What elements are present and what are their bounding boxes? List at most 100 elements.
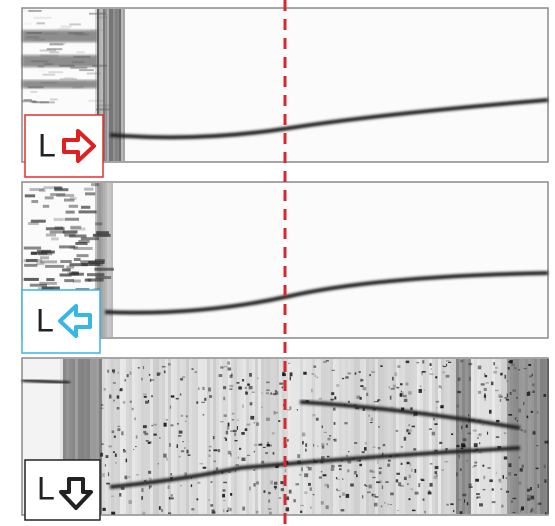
speck [324, 483, 329, 487]
speck [119, 388, 123, 392]
speck [530, 487, 532, 491]
speck [210, 504, 214, 507]
speck [100, 407, 104, 410]
speck [530, 509, 532, 513]
speck [389, 504, 393, 506]
speck [491, 501, 496, 504]
speck [523, 429, 527, 433]
speck [472, 429, 477, 432]
speck [296, 409, 299, 411]
speck [261, 392, 263, 394]
speck [218, 374, 223, 378]
speck [448, 361, 452, 363]
stripe [534, 359, 537, 514]
speck [370, 422, 373, 424]
speck [495, 471, 497, 475]
speck [58, 27, 70, 30]
stripe [90, 359, 93, 514]
speck [477, 365, 482, 370]
speck [62, 230, 78, 234]
speck [59, 245, 76, 249]
speck [342, 377, 345, 380]
speck [103, 388, 106, 391]
speck [129, 400, 132, 403]
speck [380, 505, 383, 508]
stripe [468, 359, 471, 514]
speck [68, 204, 79, 208]
speck [274, 390, 277, 392]
stripe [432, 359, 435, 514]
stripe [381, 359, 384, 514]
speck [208, 445, 212, 448]
label-box-1: L [24, 114, 104, 178]
stripe [246, 359, 249, 514]
speck [258, 443, 263, 446]
speck [265, 392, 269, 395]
speck [46, 48, 63, 51]
speck [365, 485, 368, 487]
speck [27, 221, 39, 225]
speck [390, 406, 393, 409]
speck [46, 278, 55, 282]
speck [298, 473, 302, 476]
speck [37, 69, 46, 72]
speck [223, 481, 228, 484]
stripe [258, 359, 261, 514]
stripe [75, 359, 78, 514]
speck [31, 251, 48, 255]
band [22, 80, 97, 89]
speck [73, 279, 81, 283]
speck [477, 436, 479, 440]
speck [85, 192, 96, 196]
speck [230, 453, 232, 457]
speck [32, 101, 49, 104]
speck [144, 432, 149, 436]
speck [347, 459, 352, 464]
stripe [255, 359, 258, 514]
speck [402, 394, 407, 398]
speck [208, 387, 212, 392]
speck [126, 374, 129, 378]
stripe [216, 359, 219, 514]
stripe [477, 359, 480, 514]
stripe [312, 359, 315, 514]
speck [526, 415, 529, 419]
stripe [480, 359, 483, 514]
speck [543, 393, 547, 397]
speck [88, 12, 106, 15]
speck [168, 496, 171, 500]
speck [166, 457, 168, 461]
stripe [378, 359, 381, 514]
speck [135, 446, 137, 448]
speck [516, 397, 518, 399]
stripe [540, 359, 543, 514]
speck [40, 54, 59, 57]
speck [407, 483, 409, 486]
speck [95, 222, 103, 226]
speck [24, 194, 36, 198]
speck [543, 464, 546, 469]
speck [70, 225, 82, 229]
speck [354, 372, 357, 375]
speck [143, 480, 147, 482]
speck [526, 392, 531, 396]
stripe [132, 359, 135, 514]
speck [332, 439, 335, 441]
arrow-right [62, 129, 96, 163]
speck [24, 22, 32, 25]
speck [318, 397, 322, 400]
speck [346, 454, 348, 457]
speck [253, 469, 256, 471]
speck [482, 488, 486, 491]
speck [101, 473, 105, 478]
speck [471, 466, 476, 468]
stripe [150, 359, 153, 514]
speck [476, 496, 478, 499]
speck [479, 442, 481, 445]
speck [535, 467, 539, 470]
speck [31, 60, 49, 63]
speck [434, 471, 438, 475]
texture [60, 359, 549, 515]
speck [356, 395, 361, 399]
speck [496, 419, 500, 423]
